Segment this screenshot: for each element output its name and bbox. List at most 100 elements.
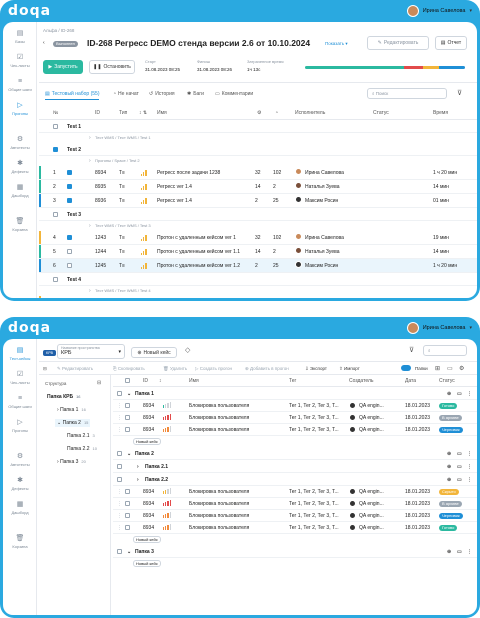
user-menu[interactable]: Ирина Савелова ▾ bbox=[406, 5, 472, 17]
folder-checkbox[interactable] bbox=[117, 451, 122, 456]
sidebar-item-5[interactable]: ✱ Дефекты bbox=[3, 160, 37, 174]
folder-row[interactable]: › Папка 2.2 ⊕ ▭ ⋮ bbox=[113, 473, 477, 486]
table-row[interactable]: 75164T≡Протон по длинным ТК и ЧЛ32102Ири… bbox=[39, 296, 477, 298]
breadcrumb[interactable]: Альфа / ID-268 bbox=[43, 28, 75, 33]
add-icon[interactable]: ⊕ bbox=[447, 549, 452, 555]
table-row[interactable]: 2 8935 T≡ Регресс ver 1.4 14 2 Наталья Зуева 14… bbox=[39, 180, 477, 194]
folders-toggle[interactable] bbox=[401, 365, 411, 371]
new-folder-icon[interactable]: ⊞ bbox=[435, 366, 441, 372]
group-row[interactable]: Test 3 bbox=[39, 208, 477, 221]
sidebar-item-7[interactable]: 🗑 Корзина bbox=[3, 535, 37, 549]
sidebar-item-6[interactable]: ▦ Дашборд bbox=[3, 184, 37, 198]
tab-test-set[interactable]: ▤ Тестовый набор (55) bbox=[45, 91, 100, 100]
table-row[interactable]: ⋮ 8934 Блокировка пользователя Тег 1, Тег 2… bbox=[113, 424, 477, 436]
tree-folder[interactable]: ⌄ Папка 2 15 bbox=[55, 419, 91, 427]
chevron-right-icon[interactable]: › bbox=[89, 223, 91, 229]
folder-icon[interactable]: ▭ bbox=[457, 391, 462, 397]
drag-handle-icon[interactable]: ⋮ bbox=[117, 513, 122, 519]
table-row[interactable]: ⋮ 8934 Блокировка пользователя Тег 1, Тег 2… bbox=[113, 412, 477, 424]
add-to-run-button[interactable]: ⊕ Добавить в прогон bbox=[245, 366, 289, 371]
folder-icon[interactable]: ▭ bbox=[447, 366, 453, 372]
chevron-down-icon[interactable]: ⌄ bbox=[127, 549, 132, 555]
collapse-tree-icon[interactable]: ⊟ bbox=[97, 380, 102, 386]
case-name[interactable]: Блокировка пользователя bbox=[189, 403, 250, 409]
row-name[interactable]: Протон с удаленным кейсом ver 1.2 bbox=[157, 263, 241, 269]
row-checkbox[interactable] bbox=[125, 513, 130, 518]
add-icon[interactable]: ⊕ bbox=[447, 464, 452, 470]
case-name[interactable]: Блокировка пользователя bbox=[189, 525, 250, 531]
table-row[interactable]: 4 1243 T≡ Протон с удаленным кейсом ver 1 32… bbox=[39, 231, 477, 245]
tab-comments[interactable]: ▭ Комментарии bbox=[215, 91, 254, 97]
add-icon[interactable]: ⊕ bbox=[447, 477, 452, 483]
chevron-right-icon[interactable]: › bbox=[57, 407, 61, 413]
export-button[interactable]: ⇩ Экспорт bbox=[305, 366, 327, 371]
group-checkbox[interactable] bbox=[53, 212, 58, 217]
new-case-button[interactable]: ⊕ Новый кейс bbox=[133, 560, 161, 567]
folder-checkbox[interactable] bbox=[117, 391, 122, 396]
drag-handle-icon[interactable]: ⋮ bbox=[117, 427, 122, 433]
folder-checkbox[interactable] bbox=[117, 549, 122, 554]
folder-icon[interactable]: ▭ bbox=[457, 549, 462, 555]
tree-folder[interactable]: › Папка 1 16 bbox=[55, 406, 88, 414]
sidebar-item-2[interactable]: ≡ Общие шаги bbox=[3, 395, 37, 409]
edit-button[interactable]: ✎ Редактировать bbox=[57, 366, 94, 371]
chevron-down-icon[interactable]: › bbox=[137, 464, 139, 470]
new-case-button[interactable]: ⊕ Новый кейс bbox=[133, 536, 161, 543]
chevron-right-icon[interactable]: › bbox=[89, 135, 91, 141]
back-arrow-icon[interactable]: ‹ bbox=[43, 40, 45, 46]
group-checkbox[interactable] bbox=[53, 277, 58, 282]
tab-not-started[interactable]: ◔ Не начат bbox=[113, 91, 139, 97]
filter-icon[interactable]: ⊽ bbox=[457, 90, 463, 97]
chevron-right-icon[interactable]: ⌄ bbox=[57, 420, 63, 426]
sort-icon[interactable]: ↕ ⇅ bbox=[139, 110, 148, 116]
row-checkbox[interactable] bbox=[67, 170, 72, 175]
search-input[interactable]: ⌕ bbox=[423, 345, 467, 356]
table-row[interactable]: 5 1244 T≡ Протон с удаленным кейсом ver 1.1… bbox=[39, 245, 477, 259]
sidebar-item-5[interactable]: ✱ Дефекты bbox=[3, 477, 37, 491]
import-button[interactable]: ⇧ Импорт bbox=[339, 366, 360, 371]
folder-checkbox[interactable] bbox=[117, 464, 122, 469]
start-button[interactable]: ▶ Запустить bbox=[43, 60, 83, 74]
row-checkbox[interactable] bbox=[67, 184, 72, 189]
sidebar-item-3[interactable]: ▷ Прогоны bbox=[3, 419, 37, 433]
row-name[interactable]: Регресс ver 1.4 bbox=[157, 184, 192, 190]
drag-handle-icon[interactable]: ⋮ bbox=[117, 489, 122, 495]
report-button[interactable]: ▤ Отчет bbox=[435, 36, 467, 50]
new-case-button[interactable]: ⊕ Новый кейс bbox=[131, 347, 177, 358]
filter-icon[interactable]: ⊽ bbox=[409, 347, 415, 354]
copy-button[interactable]: ⎘ Скопировать bbox=[113, 366, 145, 371]
settings-icon[interactable]: ⚙ bbox=[459, 366, 465, 372]
collapse-icon[interactable]: ⊟ bbox=[43, 366, 47, 371]
row-name[interactable]: Протон с удаленным кейсом ver 1 bbox=[157, 235, 236, 241]
table-row[interactable]: ⋮ 8934 Блокировка пользователя Тег 1, Тег 2… bbox=[113, 486, 477, 498]
project-select[interactable]: Название пространства КРБ ▾ bbox=[57, 344, 125, 359]
row-checkbox[interactable] bbox=[125, 489, 130, 494]
create-run-button[interactable]: ▷ Создать прогон bbox=[195, 366, 233, 371]
table-row[interactable]: ⋮ 8934 Блокировка пользователя Тег 1, Тег 2… bbox=[113, 510, 477, 522]
chevron-right-icon[interactable]: › bbox=[89, 158, 91, 164]
folder-icon[interactable]: ▭ bbox=[457, 477, 462, 483]
user-menu[interactable]: Ирина Савелова ▾ bbox=[406, 322, 472, 334]
row-name[interactable]: Протон с удаленным кейсом ver 1.1 bbox=[157, 249, 241, 255]
chevron-down-icon[interactable]: ⌄ bbox=[127, 391, 132, 397]
sidebar-item-4[interactable]: ⚙ Автотесты bbox=[3, 136, 37, 150]
table-row[interactable]: ⋮ 8934 Блокировка пользователя Тег 1, Тег 2… bbox=[113, 498, 477, 510]
row-checkbox[interactable] bbox=[125, 427, 130, 432]
folder-row[interactable]: ⌄ Папка 1 ⊕ ▭ ⋮ bbox=[113, 387, 477, 400]
case-name[interactable]: Блокировка пользователя bbox=[189, 489, 250, 495]
drag-handle-icon[interactable]: ⋮ bbox=[117, 403, 122, 409]
sort-icon[interactable]: ↕ bbox=[159, 378, 162, 384]
row-checkbox[interactable] bbox=[125, 525, 130, 530]
tab-bugs[interactable]: ✱ Баги bbox=[187, 91, 204, 97]
case-name[interactable]: Блокировка пользователя bbox=[189, 427, 250, 433]
tree-folder[interactable]: Папка КРБ 16 bbox=[45, 393, 83, 401]
tag-icon[interactable]: ◇ bbox=[185, 347, 191, 354]
folder-icon[interactable]: ▭ bbox=[457, 451, 462, 457]
new-case-button[interactable]: ⊕ Новый кейс bbox=[133, 438, 161, 445]
row-checkbox[interactable] bbox=[125, 415, 130, 420]
tree-folder[interactable]: › Папка 3 20 bbox=[55, 458, 88, 466]
table-row[interactable]: ⋮ 8934 Блокировка пользователя Тег 1, Тег 2… bbox=[113, 400, 477, 412]
folder-row[interactable]: ⌄ Папка 3 ⊕ ▭ ⋮ bbox=[113, 545, 477, 558]
group-checkbox[interactable] bbox=[53, 147, 58, 152]
group-row[interactable]: Test 2 bbox=[39, 143, 477, 156]
